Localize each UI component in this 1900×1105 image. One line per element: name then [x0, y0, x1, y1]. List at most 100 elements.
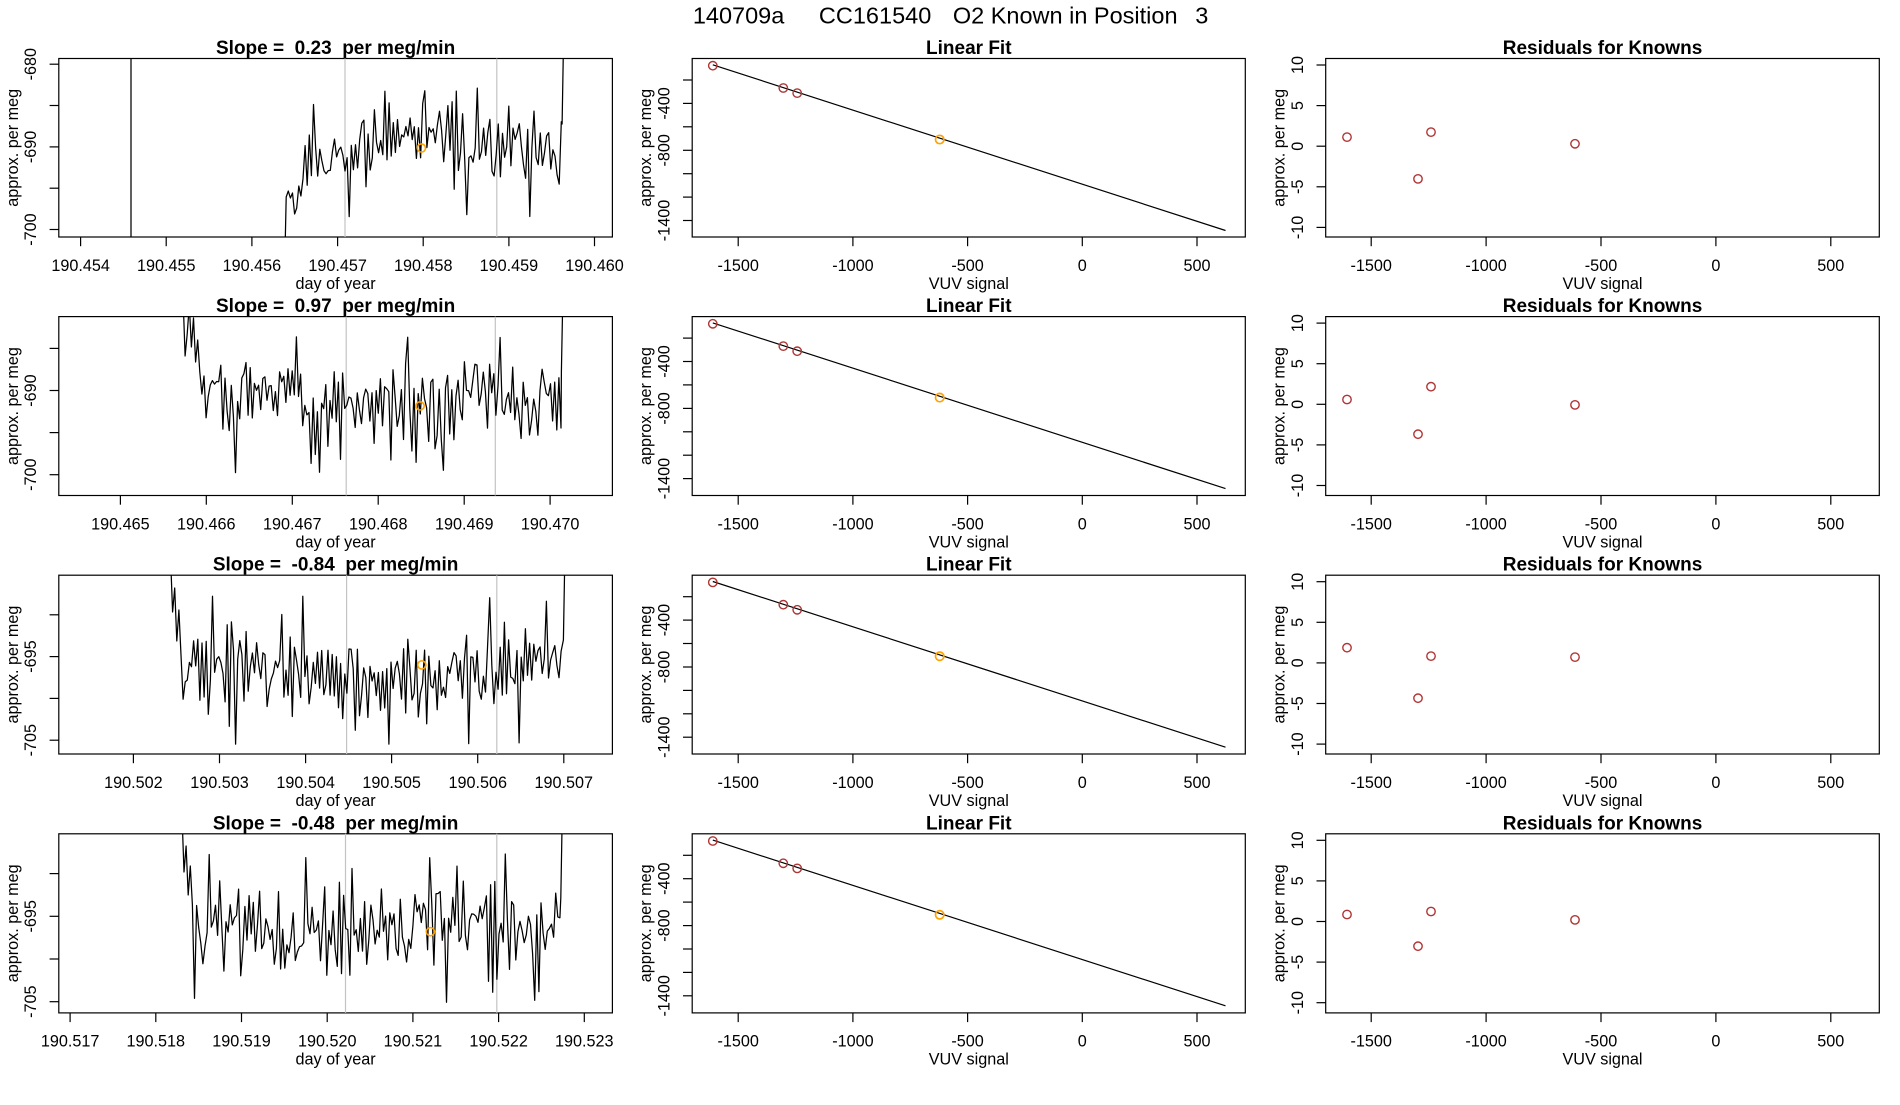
svg-text:-500: -500 — [1585, 257, 1617, 275]
svg-text:-800: -800 — [656, 134, 674, 166]
svg-text:-1400: -1400 — [656, 200, 674, 241]
svg-text:-400: -400 — [656, 345, 674, 377]
svg-text:-800: -800 — [656, 909, 674, 941]
svg-text:approx. per meg: approx. per meg — [1271, 89, 1289, 207]
svg-text:-500: -500 — [951, 257, 983, 275]
svg-text:0: 0 — [1711, 1033, 1720, 1051]
svg-text:-1500: -1500 — [1350, 257, 1391, 275]
svg-text:190.465: 190.465 — [91, 515, 150, 533]
svg-text:-5: -5 — [1289, 955, 1307, 969]
svg-text:190.523: 190.523 — [555, 1033, 614, 1051]
svg-text:190.459: 190.459 — [480, 257, 539, 275]
svg-text:-500: -500 — [951, 1033, 983, 1051]
svg-text:VUV signal: VUV signal — [929, 792, 1009, 810]
svg-text:5: 5 — [1289, 876, 1307, 885]
svg-text:5: 5 — [1289, 618, 1307, 627]
svg-text:-1500: -1500 — [717, 257, 758, 275]
svg-text:VUV signal: VUV signal — [1562, 275, 1642, 293]
svg-text:-1000: -1000 — [1465, 1033, 1506, 1051]
svg-text:approx. per meg: approx. per meg — [1271, 606, 1289, 724]
svg-text:0: 0 — [1711, 774, 1720, 792]
svg-text:-1000: -1000 — [1465, 257, 1506, 275]
svg-text:190.456: 190.456 — [223, 257, 282, 275]
svg-text:-700: -700 — [22, 458, 40, 490]
svg-text:Residuals for Knowns: Residuals for Knowns — [1503, 296, 1703, 317]
svg-text:190.520: 190.520 — [298, 1033, 357, 1051]
svg-text:-400: -400 — [656, 862, 674, 894]
svg-text:Residuals for Knowns: Residuals for Knowns — [1503, 813, 1703, 834]
svg-text:-800: -800 — [656, 651, 674, 683]
svg-text:190.519: 190.519 — [212, 1033, 271, 1051]
svg-text:500: 500 — [1817, 257, 1844, 275]
svg-text:-500: -500 — [1585, 1033, 1617, 1051]
svg-text:-1000: -1000 — [832, 1033, 873, 1051]
svg-text:-10: -10 — [1289, 991, 1307, 1014]
svg-text:approx. per meg: approx. per meg — [637, 347, 655, 465]
svg-text:5: 5 — [1289, 101, 1307, 110]
svg-text:10: 10 — [1289, 573, 1307, 591]
svg-text:500: 500 — [1817, 774, 1844, 792]
svg-text:500: 500 — [1817, 1033, 1844, 1051]
svg-text:approx. per meg: approx. per meg — [637, 606, 655, 724]
svg-text:0: 0 — [1289, 658, 1307, 667]
svg-text:190.521: 190.521 — [384, 1033, 443, 1051]
svg-text:500: 500 — [1183, 257, 1210, 275]
svg-text:-10: -10 — [1289, 732, 1307, 755]
svg-text:-700: -700 — [22, 213, 40, 245]
svg-text:day of year: day of year — [296, 1051, 377, 1069]
svg-text:5: 5 — [1289, 359, 1307, 368]
svg-text:190.504: 190.504 — [276, 774, 335, 792]
svg-text:10: 10 — [1289, 314, 1307, 332]
svg-text:-800: -800 — [656, 392, 674, 424]
svg-text:190.505: 190.505 — [362, 774, 421, 792]
svg-text:-695: -695 — [22, 640, 40, 672]
svg-text:Slope = 0.97 per meg/min: Slope = 0.97 per meg/min — [216, 296, 455, 317]
svg-text:-1000: -1000 — [832, 774, 873, 792]
svg-text:0: 0 — [1078, 774, 1087, 792]
svg-text:10: 10 — [1289, 831, 1307, 849]
svg-text:190.522: 190.522 — [469, 1033, 528, 1051]
svg-text:-1000: -1000 — [832, 515, 873, 533]
svg-text:VUV signal: VUV signal — [929, 1051, 1009, 1069]
svg-text:0: 0 — [1289, 917, 1307, 926]
svg-text:VUV signal: VUV signal — [1562, 533, 1642, 551]
svg-text:-500: -500 — [1585, 515, 1617, 533]
svg-text:-1400: -1400 — [656, 975, 674, 1016]
svg-text:approx. per meg: approx. per meg — [1271, 347, 1289, 465]
svg-text:190.517: 190.517 — [41, 1033, 100, 1051]
svg-text:-690: -690 — [22, 374, 40, 406]
svg-text:-1500: -1500 — [1350, 1033, 1391, 1051]
svg-text:-500: -500 — [951, 774, 983, 792]
svg-text:day of year: day of year — [296, 533, 377, 551]
svg-text:190.468: 190.468 — [349, 515, 408, 533]
svg-text:0: 0 — [1711, 515, 1720, 533]
svg-text:Linear Fit: Linear Fit — [926, 38, 1012, 59]
svg-text:-695: -695 — [22, 900, 40, 932]
svg-text:Slope = 0.23 per meg/min: Slope = 0.23 per meg/min — [216, 38, 455, 59]
svg-text:Residuals for Knowns: Residuals for Knowns — [1503, 555, 1703, 576]
svg-text:approx. per meg: approx. per meg — [4, 347, 22, 465]
svg-text:0: 0 — [1289, 400, 1307, 409]
svg-text:-1400: -1400 — [656, 458, 674, 499]
svg-text:190.455: 190.455 — [137, 257, 196, 275]
svg-text:Slope = -0.48 per meg/min: Slope = -0.48 per meg/min — [213, 813, 459, 834]
svg-text:-705: -705 — [22, 985, 40, 1017]
svg-text:190.454: 190.454 — [51, 257, 110, 275]
svg-text:day of year: day of year — [296, 275, 377, 293]
svg-text:-10: -10 — [1289, 216, 1307, 239]
svg-text:Slope = -0.84 per meg/min: Slope = -0.84 per meg/min — [213, 555, 459, 576]
svg-text:approx. per meg: approx. per meg — [1271, 864, 1289, 982]
svg-text:Linear Fit: Linear Fit — [926, 296, 1012, 317]
svg-text:0: 0 — [1289, 142, 1307, 151]
svg-text:-1500: -1500 — [717, 774, 758, 792]
svg-text:VUV signal: VUV signal — [929, 533, 1009, 551]
svg-text:10: 10 — [1289, 56, 1307, 74]
svg-text:approx. per meg: approx. per meg — [4, 864, 22, 982]
svg-text:-500: -500 — [951, 515, 983, 533]
svg-text:500: 500 — [1183, 1033, 1210, 1051]
svg-text:-1000: -1000 — [1465, 515, 1506, 533]
svg-text:VUV signal: VUV signal — [1562, 792, 1642, 810]
svg-text:approx. per meg: approx. per meg — [4, 606, 22, 724]
svg-text:500: 500 — [1183, 515, 1210, 533]
svg-text:-1000: -1000 — [832, 257, 873, 275]
